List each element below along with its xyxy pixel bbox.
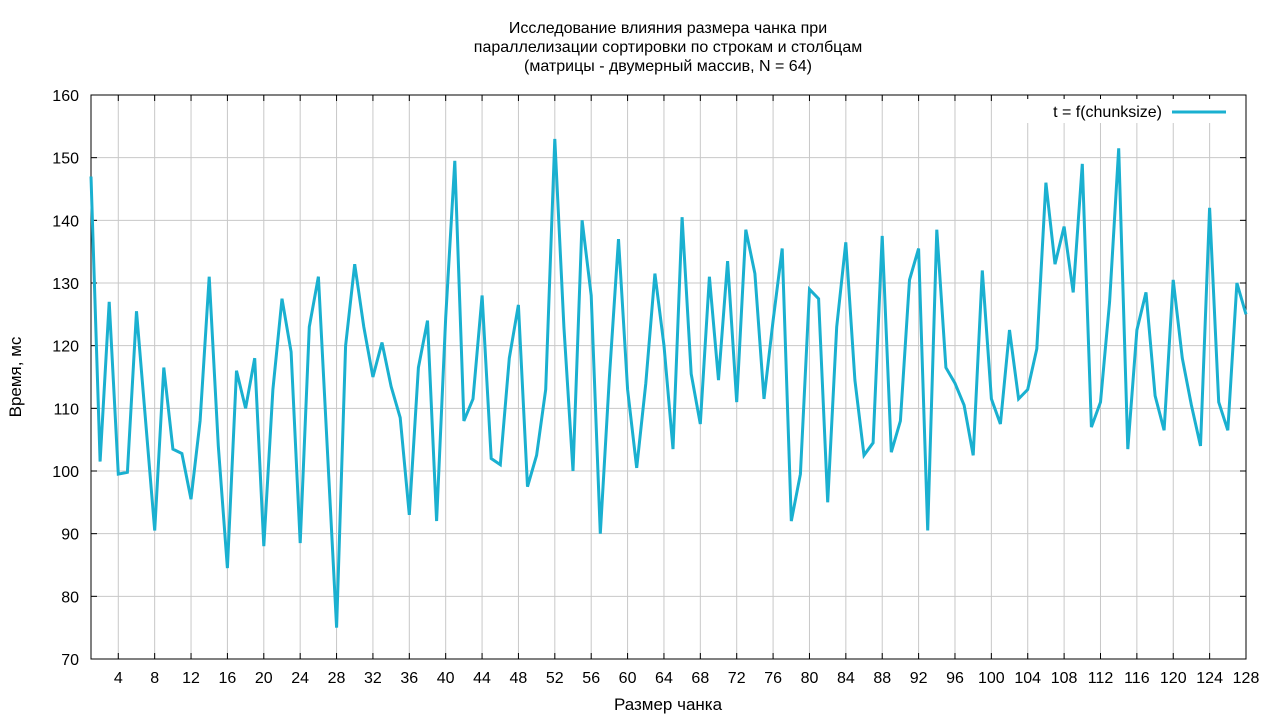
- series-line: [89, 138, 1248, 628]
- x-tick-label: 44: [473, 670, 491, 687]
- x-tick-label: 76: [764, 670, 782, 687]
- x-tick-label: 124: [1196, 670, 1223, 687]
- y-tick-label: 150: [52, 151, 79, 168]
- x-tick-label: 40: [437, 670, 455, 687]
- chart-title-line-2: параллелизации сортировки по строкам и с…: [474, 39, 862, 56]
- y-tick-label: 160: [52, 88, 79, 105]
- x-axis-tick-labels: 4 8 12 16 20 24 28 32 36 40 44 48 52 56 60 64 68 72 76 80 84…: [114, 670, 1260, 687]
- x-tick-label: 116: [1124, 670, 1150, 687]
- x-tick-label: 112: [1088, 670, 1114, 687]
- x-tick-label: 84: [837, 670, 855, 687]
- x-tick-label: 20: [255, 670, 273, 687]
- plot-frame: [90, 94, 1247, 660]
- x-tick-label: 100: [978, 670, 1005, 687]
- y-tick-label: 140: [52, 213, 79, 230]
- x-tick-label: 104: [1014, 670, 1041, 687]
- x-axis-label: Размер чанка: [614, 695, 723, 714]
- x-tick-label: 24: [291, 670, 309, 687]
- x-tick-label: 28: [328, 670, 346, 687]
- x-tick-label: 88: [873, 670, 891, 687]
- x-tick-label: 48: [510, 670, 528, 687]
- x-tick-label: 16: [219, 670, 237, 687]
- grid: [91, 95, 1246, 659]
- x-tick-label: 4: [114, 670, 123, 687]
- y-tick-label: 90: [61, 527, 79, 544]
- x-tick-label: 108: [1051, 670, 1078, 687]
- axis-ticks: [91, 94, 1247, 660]
- y-axis-tick-labels: 70 80 90 100 110 120 130 140 150 160: [52, 88, 79, 669]
- x-tick-label: 56: [582, 670, 600, 687]
- legend: t = f(chunksize): [1018, 99, 1244, 123]
- x-tick-label: 80: [801, 670, 819, 687]
- y-tick-label: 120: [52, 339, 79, 356]
- x-tick-label: 64: [655, 670, 673, 687]
- y-tick-label: 130: [52, 276, 79, 293]
- x-tick-label: 60: [619, 670, 637, 687]
- chart-title: Исследование влияния размера чанка при п…: [474, 20, 862, 75]
- x-tick-label: 36: [400, 670, 418, 687]
- x-tick-label: 68: [691, 670, 709, 687]
- y-tick-label: 80: [61, 589, 79, 606]
- x-tick-label: 52: [546, 670, 564, 687]
- x-tick-label: 128: [1233, 670, 1260, 687]
- chart-title-line-3: (матрицы - двумерный массив, N = 64): [524, 58, 812, 75]
- y-tick-label: 70: [61, 652, 79, 669]
- x-tick-label: 12: [182, 670, 200, 687]
- x-tick-label: 92: [910, 670, 928, 687]
- x-tick-label: 8: [150, 670, 159, 687]
- x-tick-label: 96: [946, 670, 964, 687]
- series-layer: [89, 138, 1248, 628]
- legend-label: t = f(chunksize): [1053, 104, 1162, 121]
- y-axis-label: Время, мс: [6, 336, 25, 417]
- x-tick-label: 120: [1160, 670, 1187, 687]
- y-tick-label: 100: [52, 464, 79, 481]
- y-tick-label: 110: [53, 401, 79, 418]
- x-tick-label: 32: [364, 670, 382, 687]
- x-tick-label: 72: [728, 670, 746, 687]
- chart-title-line-1: Исследование влияния размера чанка при: [509, 20, 827, 37]
